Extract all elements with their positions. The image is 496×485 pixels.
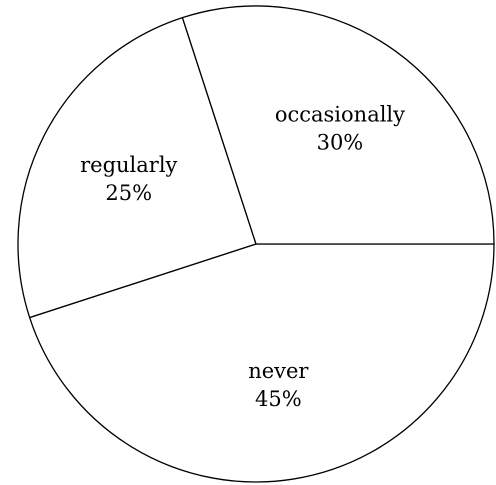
slice-percent-regularly: 25% <box>105 181 152 205</box>
pie-slice-occasionally <box>181 5 495 245</box>
slice-label-occasionally: occasionally <box>275 102 405 126</box>
slice-percent-occasionally: 30% <box>317 130 364 154</box>
pie-slice-never <box>28 243 495 483</box>
pie-slices <box>17 5 495 483</box>
pie-labels: never 45% regularly 25% occasionally 30% <box>80 102 405 411</box>
pie-slice-regularly <box>17 16 257 319</box>
slice-label-regularly: regularly <box>80 153 177 177</box>
slice-percent-never: 45% <box>255 387 302 411</box>
slice-label-never: never <box>248 359 309 383</box>
